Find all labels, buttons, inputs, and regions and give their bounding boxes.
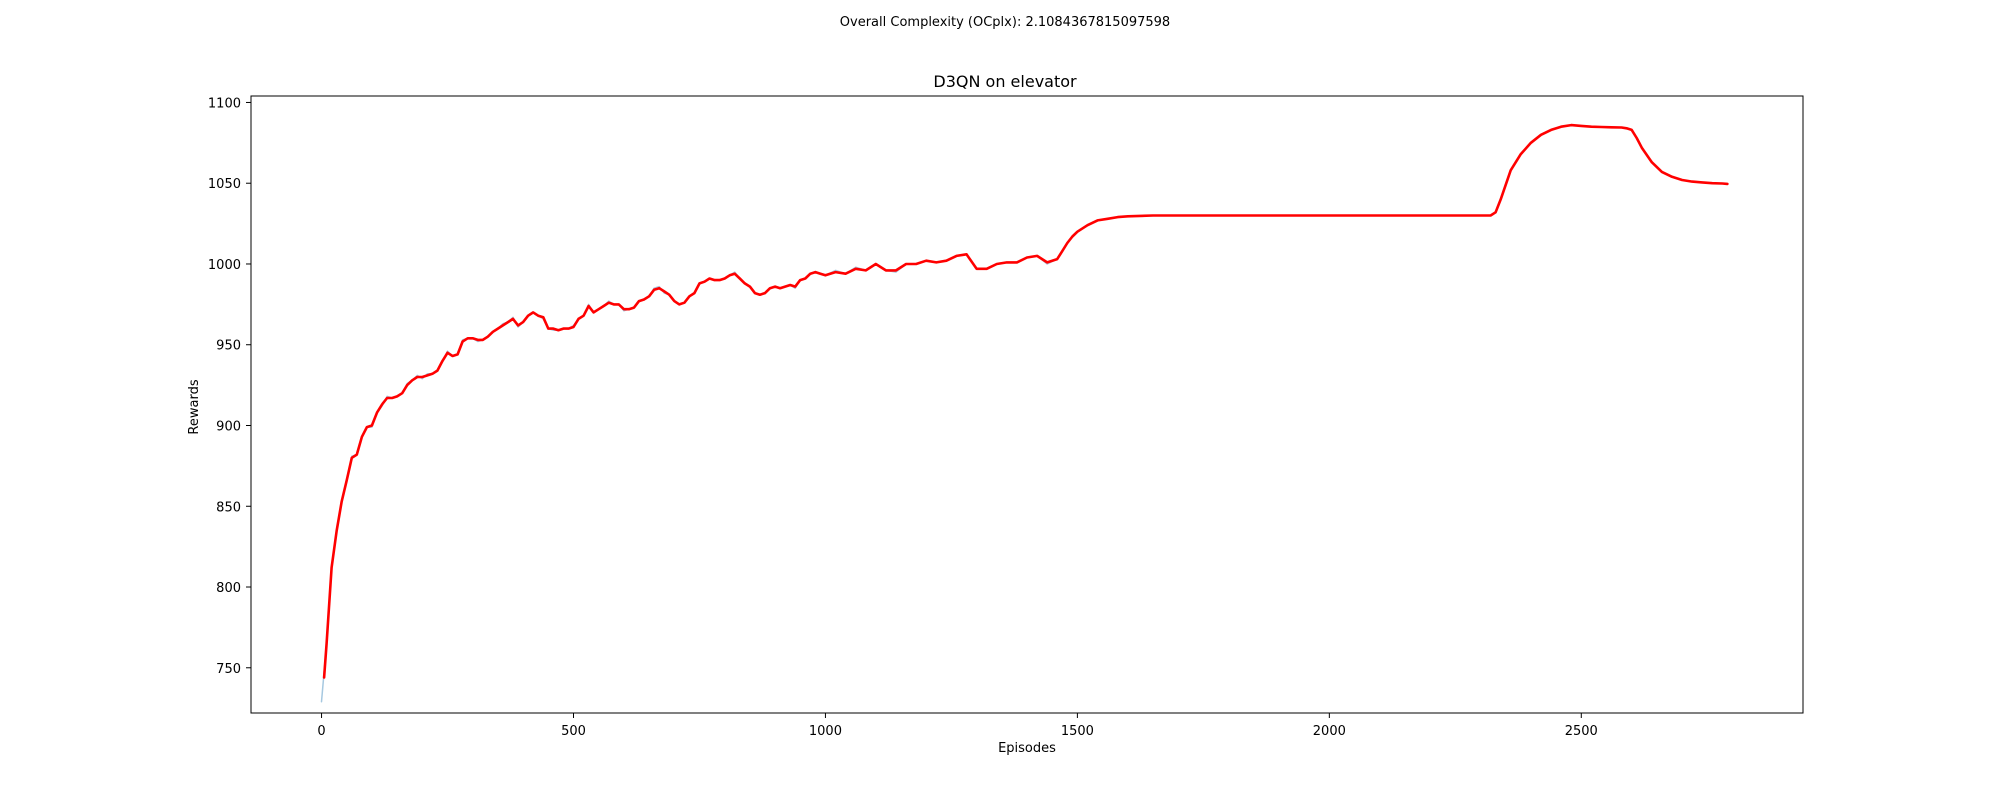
x-tick-label: 1000 [809, 724, 842, 739]
x-axis: 0 500 1000 1500 2000 2500 [317, 713, 1598, 739]
y-tick-label: 900 [216, 419, 241, 434]
chart-title: D3QN on elevator [933, 72, 1077, 91]
y-tick-label: 950 [216, 339, 241, 354]
x-axis-label: Episodes [998, 741, 1056, 756]
y-tick-label: 850 [216, 500, 241, 515]
series-layer [320, 123, 1729, 703]
y-axis-label: Rewards [187, 379, 202, 434]
complexity-label: Overall Complexity (OCplx): 2.1084367815… [840, 15, 1170, 30]
smoothed-reward-line [322, 123, 1729, 679]
x-tick-label: 2500 [1565, 724, 1598, 739]
y-axis: 750 800 850 900 950 1000 1050 1100 [208, 96, 251, 677]
x-tick-label: 500 [561, 724, 586, 739]
y-tick-label: 750 [216, 662, 241, 677]
y-tick-label: 1100 [208, 96, 241, 111]
y-tick-label: 1050 [208, 177, 241, 192]
y-tick-label: 1000 [208, 258, 241, 273]
x-tick-label: 2000 [1313, 724, 1346, 739]
y-tick-label: 800 [216, 581, 241, 596]
plot-frame [250, 95, 1804, 714]
raw-reward-line [320, 253, 1058, 703]
x-tick-label: 0 [317, 724, 325, 739]
x-tick-label: 1500 [1061, 724, 1094, 739]
